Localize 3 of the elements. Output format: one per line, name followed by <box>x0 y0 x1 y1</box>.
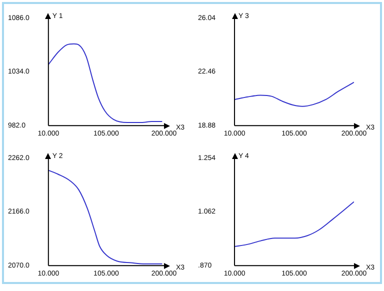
line-series <box>234 82 354 107</box>
line-series <box>234 201 354 248</box>
line-series <box>48 43 163 123</box>
